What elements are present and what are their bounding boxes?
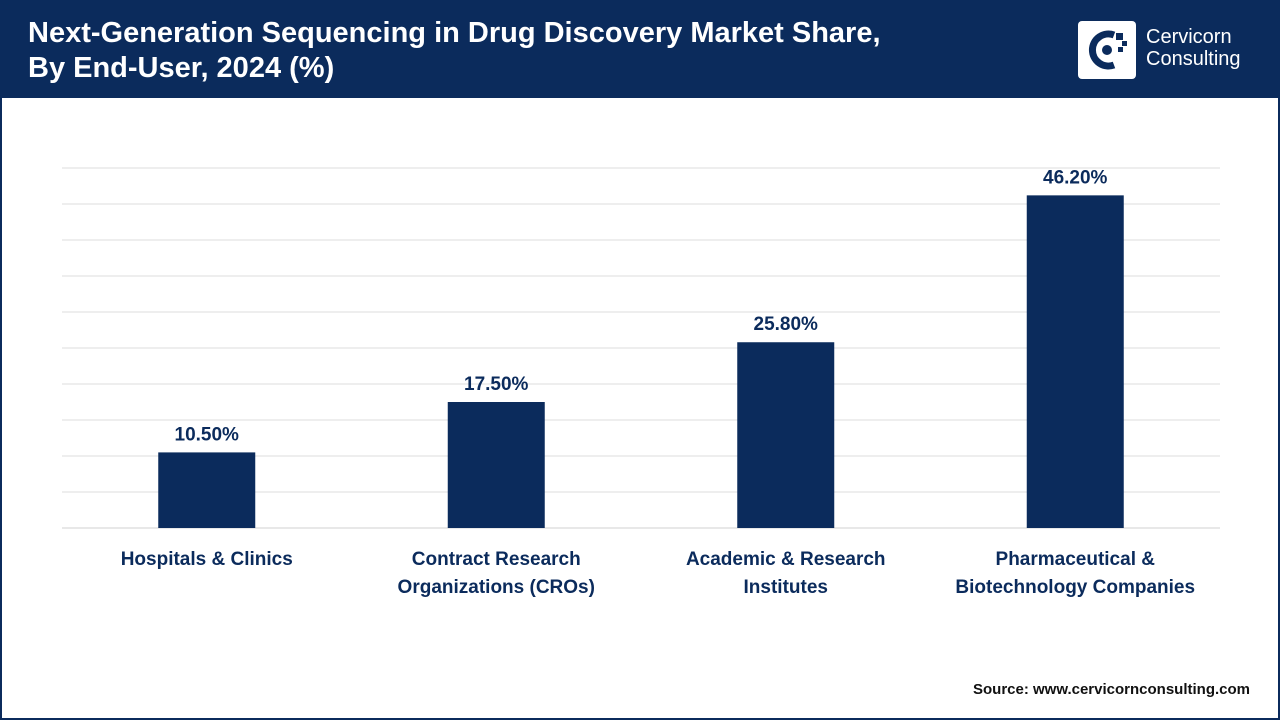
data-label-1: 17.50%: [464, 374, 529, 395]
brand-name-line-2: Consulting: [1146, 48, 1241, 70]
category-label-2-line-0: Academic & Research: [686, 549, 886, 570]
value-labels: 10.50% 17.50% 25.80% 46.20%: [175, 167, 1108, 445]
category-label-0-line-0: Hospitals & Clinics: [121, 549, 293, 570]
bars: [158, 195, 1124, 529]
chart-title: Next-Generation Sequencing in Drug Disco…: [28, 16, 1028, 86]
bar-2: [737, 342, 835, 528]
brand-name-line-1: Cervicorn: [1146, 26, 1232, 48]
source-note: Source: www.cervicornconsulting.com: [972, 681, 1250, 698]
category-label-3-line-0: Pharmaceutical &: [996, 549, 1156, 570]
data-label-3: 46.20%: [1043, 167, 1108, 188]
bar-chart: 10.50% 17.50% 25.80% 46.20% Hospitals & Cli…: [62, 167, 1220, 598]
category-label-3-line-1: Biotechnology Companies: [955, 577, 1195, 598]
category-label-2-line-1: Institutes: [744, 577, 828, 598]
category-label-1-line-1: Organizations (CROs): [398, 577, 595, 598]
data-label-2: 25.80%: [754, 314, 819, 335]
category-label-1-line-0: Contract Research: [412, 549, 581, 570]
brand-name: Cervicorn Consulting: [1146, 26, 1241, 70]
bar-1: [447, 402, 545, 528]
category-labels: Hospitals & Clinics Contract Research Orga…: [121, 549, 1195, 598]
cervicorn-logo-icon: [1078, 21, 1136, 79]
bar-0: [158, 452, 256, 528]
header-banner: Next-Generation Sequencing in Drug Disco…: [2, 2, 1278, 98]
bar-3: [1026, 195, 1124, 529]
chart-title-line-1: Next-Generation Sequencing in Drug Disco…: [28, 17, 881, 49]
data-label-0: 10.50%: [175, 424, 240, 445]
chart-title-line-2: By End-User, 2024 (%): [28, 52, 335, 84]
brand-logo: Cervicorn Consulting: [1078, 21, 1268, 79]
